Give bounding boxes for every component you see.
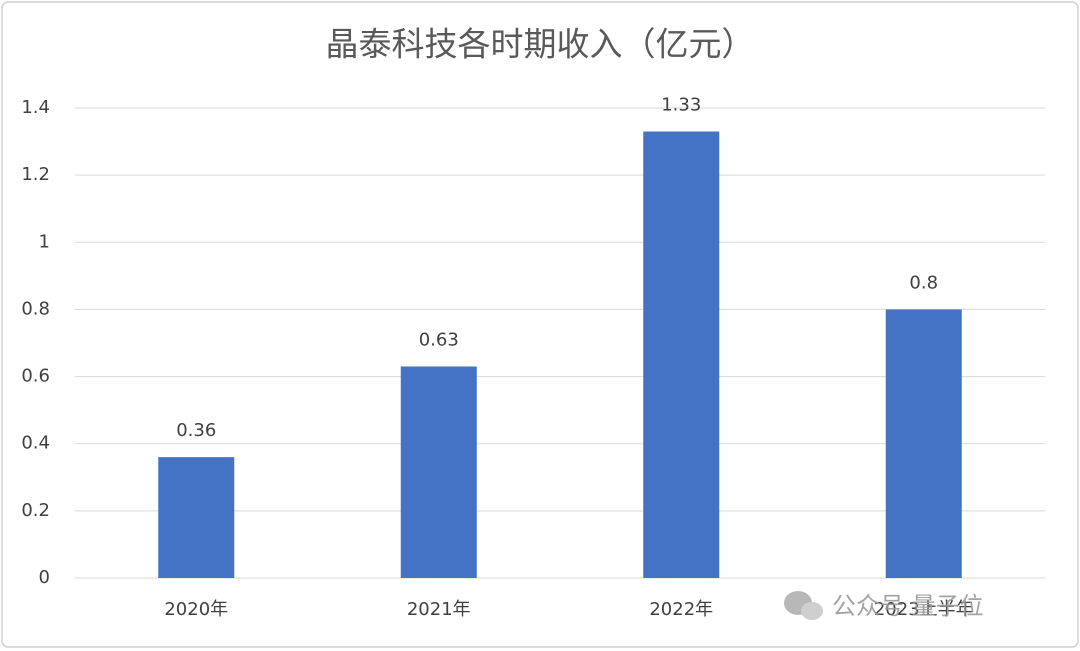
y-tick-label: 1.2 [21,164,50,185]
x-tick-label: 2023上半年 [874,599,974,620]
watermark: 公众号 量子位 [784,591,984,620]
x-tick-label: 2021年 [407,599,471,620]
value-label: 1.33 [661,95,701,116]
y-tick-label: 0.6 [21,366,50,387]
bar [158,457,235,578]
watermark-icon [801,602,823,620]
y-tick-label: 0.4 [21,433,50,454]
bar [400,366,477,578]
watermark-text: 公众号 量子位 [832,592,984,620]
chart-title: 晶泰科技各时期收入（亿元） [326,25,755,64]
y-tick-label: 1.4 [21,97,50,118]
bar [643,131,720,578]
x-tick-label: 2022年 [649,599,713,620]
y-tick-label: 1 [39,231,50,252]
bar [885,309,962,578]
y-tick-label: 0 [39,567,50,588]
value-label: 0.63 [419,330,459,351]
value-label: 0.36 [176,420,216,441]
value-label: 0.8 [909,272,938,293]
y-tick-label: 0.8 [21,298,50,319]
y-tick-label: 0.2 [21,500,50,521]
x-tick-label: 2020年 [164,599,228,620]
